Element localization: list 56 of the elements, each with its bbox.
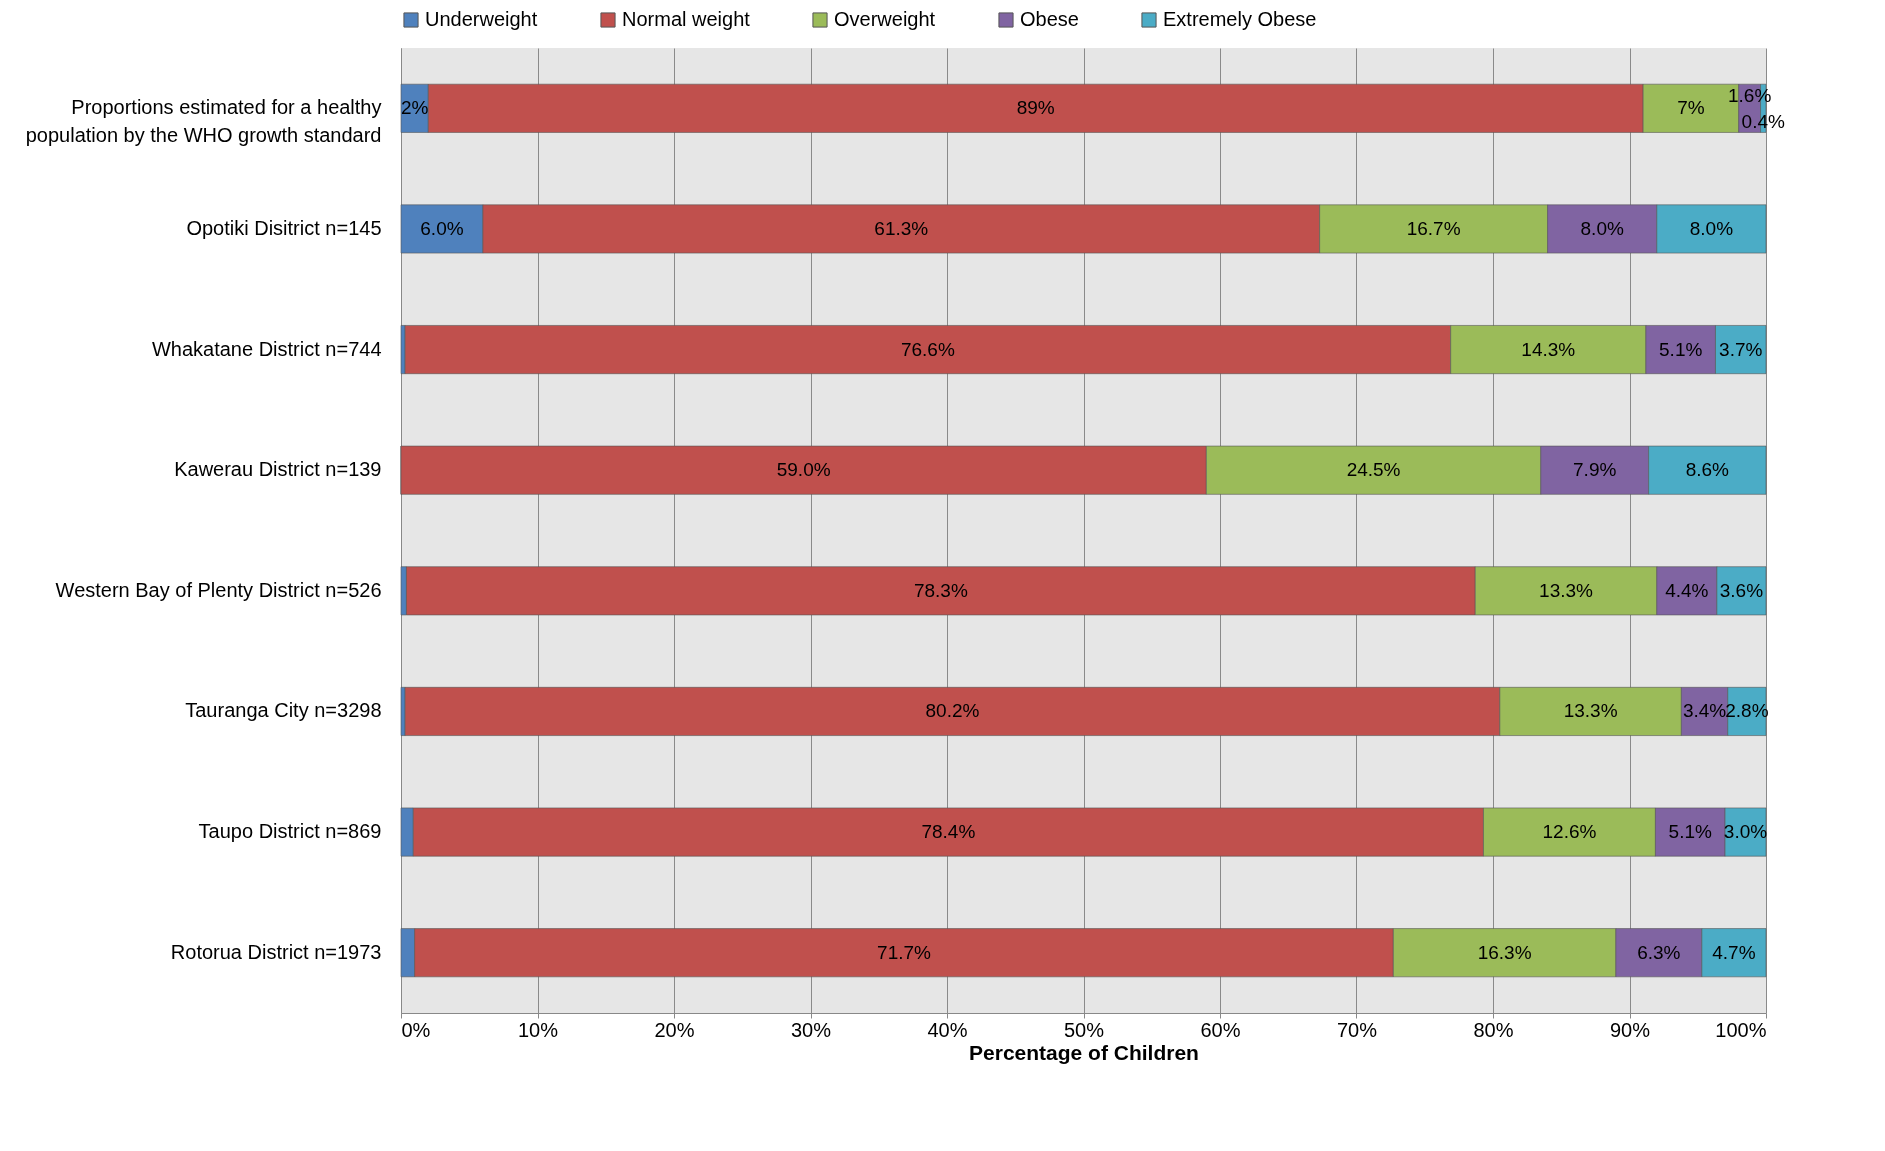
data-label: 13.3%: [1563, 700, 1618, 722]
data-label: 7%: [1677, 97, 1705, 119]
x-tick-label: 100%: [1715, 1018, 1767, 1041]
data-label: 8.0%: [1689, 217, 1734, 239]
x-tick-label: 10%: [517, 1018, 559, 1041]
legend-label: Overweight: [834, 8, 936, 30]
data-label: 76.6%: [900, 338, 955, 360]
data-label: 89%: [1016, 97, 1055, 119]
data-label: 24.5%: [1346, 459, 1401, 481]
y-tick-label: Whakatane District n=744: [151, 337, 382, 360]
x-tick-label: 20%: [654, 1018, 695, 1041]
data-label: 8.6%: [1685, 459, 1730, 481]
data-label: 13.3%: [1539, 579, 1594, 601]
data-label: 3.6%: [1719, 579, 1764, 601]
y-tick-label: Proportions estimated for a healthy population by the WHO growth standard: [25, 96, 382, 147]
y-tick-label: Opotiki Disitrict n=145: [186, 216, 382, 239]
data-label: 61.3%: [874, 217, 929, 239]
data-label: 3.0%: [1723, 821, 1768, 843]
data-label: 8.0%: [1580, 217, 1624, 239]
data-label: 78.4%: [921, 821, 976, 843]
data-label: 16.3%: [1477, 941, 1532, 963]
x-tick-label: 40%: [927, 1018, 968, 1041]
y-tick-label: Rotorua District n=1973: [170, 940, 382, 963]
x-tick-label: 50%: [1063, 1018, 1105, 1041]
x-tick-label: 90%: [1609, 1018, 1651, 1041]
y-tick-label: Taupo District n=869: [198, 820, 382, 843]
data-label: 4.7%: [1712, 941, 1756, 963]
data-label: 5.1%: [1659, 338, 1703, 360]
x-axis-title: Percentage of Children: [969, 1040, 1199, 1064]
x-tick-label: 70%: [1336, 1018, 1378, 1041]
y-tick-label: Western Bay of Plenty District n=526: [55, 578, 382, 601]
data-label: 14.3%: [1521, 338, 1576, 360]
data-label: 6.3%: [1637, 941, 1681, 963]
data-label: 71.7%: [877, 941, 932, 963]
data-label: 2%: [400, 97, 429, 119]
x-tick-label: 30%: [790, 1018, 832, 1041]
data-label: 6.0%: [420, 217, 464, 239]
data-label: 78.3%: [913, 579, 968, 601]
data-label: 5.1%: [1668, 821, 1712, 843]
x-tick-label: 0%: [401, 1018, 431, 1041]
data-label: 12.6%: [1542, 821, 1597, 843]
data-label: 3.4%: [1682, 700, 1727, 722]
data-label: 4.4%: [1665, 579, 1709, 601]
data-label: 59.0%: [776, 459, 831, 481]
data-label: 80.2%: [925, 700, 980, 722]
data-label: 3.7%: [1719, 338, 1763, 360]
legend-label: Underweight: [425, 8, 538, 30]
legend-label: Normal weight: [622, 8, 751, 30]
legend-label: Extremely Obese: [1163, 8, 1317, 30]
x-tick-label: 80%: [1473, 1018, 1514, 1041]
x-tick-label: 60%: [1200, 1018, 1241, 1041]
y-tick-label: Tauranga City n=3298: [185, 699, 382, 722]
data-label: 16.7%: [1406, 217, 1461, 239]
y-tick-label: Kawerau District n=139: [174, 458, 382, 481]
legend-label: Obese: [1020, 8, 1079, 30]
data-label: 7.9%: [1573, 459, 1617, 481]
